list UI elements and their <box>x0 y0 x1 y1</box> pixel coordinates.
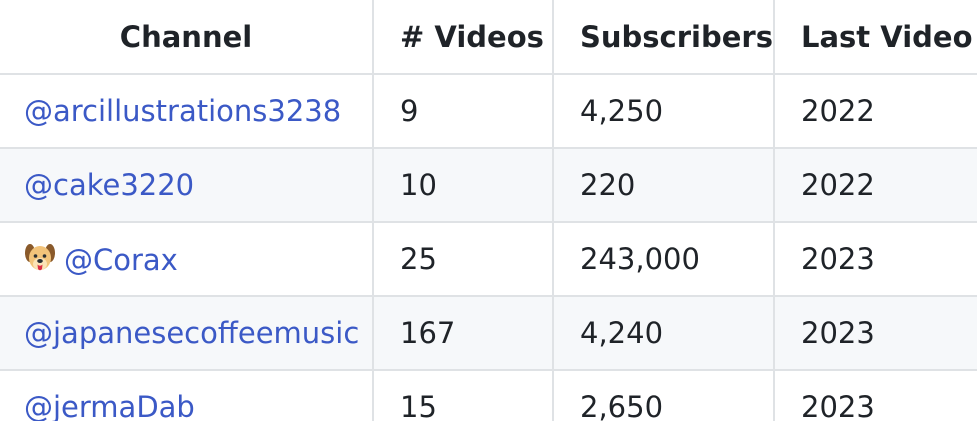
channel-cell: @cake3220 <box>0 148 374 223</box>
last-video-cell: 2023 <box>774 222 977 297</box>
table-row: @Corax 25 243,000 2023 <box>0 222 977 297</box>
header-channel: Channel <box>0 0 374 75</box>
last-video-cell: 2023 <box>774 370 977 421</box>
videos-cell: 10 <box>373 148 554 223</box>
header-videos: # Videos <box>373 0 554 75</box>
header-subscribers: Subscribers <box>553 0 775 75</box>
last-video-cell: 2022 <box>774 148 977 223</box>
table-header-row: Channel # Videos Subscribers Last Video <box>0 0 977 75</box>
videos-cell: 167 <box>373 296 554 371</box>
channel-cell: @Corax <box>0 222 374 297</box>
last-video-cell: 2022 <box>774 74 977 149</box>
subscribers-cell: 243,000 <box>553 222 775 297</box>
channel-cell: @jermaDab <box>0 370 374 421</box>
table-row: @japanesecoffeemusic 167 4,240 2023 <box>0 296 977 371</box>
subscribers-cell: 220 <box>553 148 775 223</box>
channel-link[interactable]: @jermaDab <box>24 390 195 421</box>
dog-face-emoji-icon <box>25 243 55 270</box>
channel-link[interactable]: @Corax <box>64 242 178 277</box>
channel-link[interactable]: @japanesecoffeemusic <box>24 316 360 350</box>
last-video-cell: 2023 <box>774 296 977 371</box>
table-row: @jermaDab 15 2,650 2023 <box>0 370 977 421</box>
subscribers-cell: 4,240 <box>553 296 775 371</box>
header-last-video: Last Video <box>774 0 977 75</box>
channel-cell: @japanesecoffeemusic <box>0 296 374 371</box>
subscribers-cell: 4,250 <box>553 74 775 149</box>
table-row: @arcillustrations3238 9 4,250 2022 <box>0 74 977 149</box>
channel-cell: @arcillustrations3238 <box>0 74 374 149</box>
videos-cell: 9 <box>373 74 554 149</box>
channel-link[interactable]: @arcillustrations3238 <box>24 94 342 128</box>
videos-cell: 25 <box>373 222 554 297</box>
channel-link[interactable]: @cake3220 <box>24 168 195 202</box>
table-row: @cake3220 10 220 2022 <box>0 148 977 223</box>
videos-cell: 15 <box>373 370 554 421</box>
subscribers-cell: 2,650 <box>553 370 775 421</box>
